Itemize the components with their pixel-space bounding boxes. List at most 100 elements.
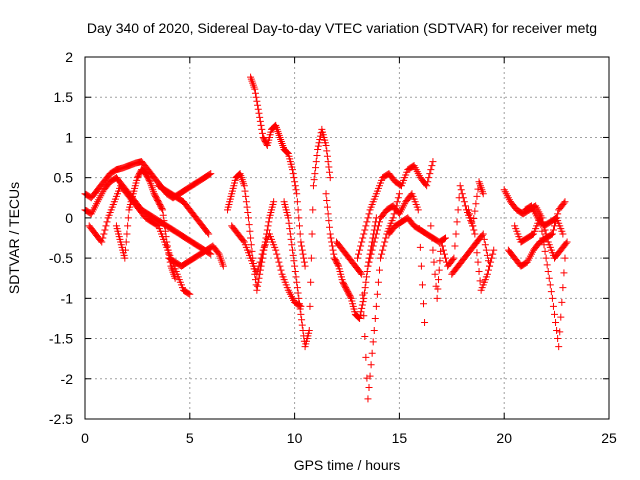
data-point-marker — [366, 254, 374, 262]
y-tick-label: 0 — [65, 210, 73, 226]
data-point-marker — [284, 214, 292, 222]
data-point-marker — [310, 176, 318, 184]
data-point-marker — [382, 234, 390, 242]
data-point-marker — [379, 246, 387, 254]
x-tick-label: 5 — [186, 430, 194, 446]
data-point-marker — [372, 230, 380, 238]
data-point-marker — [374, 278, 382, 286]
data-point-marker — [306, 302, 314, 310]
data-point-marker — [276, 262, 284, 270]
data-point-marker — [241, 187, 249, 195]
data-point-marker — [428, 234, 436, 242]
data-point-marker — [358, 301, 366, 309]
series-track-10 — [280, 125, 334, 351]
data-point-marker — [561, 198, 569, 206]
data-point-marker — [560, 269, 568, 277]
data-point-marker — [484, 266, 492, 274]
data-point-marker — [162, 233, 170, 241]
data-point-marker — [219, 262, 227, 270]
data-point-marker — [548, 294, 556, 302]
data-point-marker — [362, 278, 370, 286]
data-point-marker — [358, 238, 366, 246]
data-point-marker — [549, 302, 557, 310]
data-point-marker — [242, 198, 250, 206]
data-point-marker — [361, 333, 369, 341]
data-point-marker — [421, 318, 429, 326]
data-point-marker — [296, 230, 304, 238]
data-point-marker — [559, 230, 567, 238]
data-point-marker — [362, 222, 370, 230]
data-point-marker — [433, 294, 441, 302]
series-track-13 — [353, 158, 437, 262]
data-point-marker — [300, 258, 308, 266]
data-point-marker — [312, 164, 320, 172]
data-point-marker — [273, 250, 281, 258]
data-point-marker — [258, 125, 266, 133]
data-point-marker — [557, 313, 565, 321]
data-point-marker — [559, 284, 567, 292]
data-point-marker — [263, 226, 271, 234]
data-point-marker — [299, 250, 307, 258]
data-point-marker — [545, 274, 553, 282]
data-point-marker — [357, 242, 365, 250]
data-point-marker — [159, 211, 167, 219]
data-point-marker — [363, 218, 371, 226]
data-point-marker — [270, 198, 278, 206]
data-point-marker — [442, 234, 450, 242]
data-point-marker — [365, 210, 373, 218]
data-point-marker — [358, 270, 366, 278]
data-point-marker — [544, 268, 552, 276]
data-point-marker — [295, 214, 303, 222]
data-point-marker — [554, 210, 562, 218]
data-point-marker — [360, 312, 368, 320]
data-point-marker — [254, 266, 262, 274]
data-point-marker — [356, 314, 364, 322]
data-point-marker — [101, 226, 109, 234]
data-point-marker — [458, 190, 466, 198]
data-point-marker — [244, 214, 252, 222]
chart-title: Day 340 of 2020, Sidereal Day-to-day VTE… — [87, 20, 597, 36]
data-point-marker — [186, 290, 194, 298]
data-point-marker — [307, 254, 315, 262]
data-point-marker — [256, 113, 264, 121]
data-point-marker — [472, 200, 480, 208]
data-point-marker — [368, 246, 376, 254]
data-point-marker — [488, 254, 496, 262]
data-point-marker — [102, 222, 110, 230]
data-point-marker — [482, 246, 490, 254]
series-track-21 — [511, 214, 569, 351]
data-point-marker — [326, 168, 334, 176]
data-point-marker — [420, 300, 428, 308]
data-point-marker — [367, 250, 375, 258]
data-point-marker — [254, 278, 262, 286]
data-point-marker — [543, 261, 551, 269]
data-point-marker — [457, 186, 465, 194]
data-point-marker — [263, 140, 271, 148]
series-track-15 — [385, 214, 450, 246]
data-point-marker — [99, 234, 107, 242]
data-point-marker — [562, 239, 570, 247]
data-point-marker — [389, 214, 397, 222]
data-point-marker — [552, 318, 560, 326]
data-point-marker — [370, 238, 378, 246]
data-points — [81, 73, 571, 403]
data-point-marker — [252, 93, 260, 101]
data-point-marker — [290, 174, 298, 182]
data-point-marker — [277, 266, 285, 274]
data-point-marker — [305, 327, 313, 335]
series-track-8 — [228, 222, 305, 310]
data-point-marker — [264, 222, 272, 230]
data-point-marker — [255, 109, 263, 117]
data-point-marker — [453, 218, 461, 226]
data-point-marker — [478, 231, 486, 239]
data-point-marker — [323, 152, 331, 160]
series-track-14 — [364, 190, 429, 326]
data-point-marker — [103, 218, 111, 226]
data-point-marker — [163, 242, 171, 250]
data-point-marker — [298, 316, 306, 324]
y-tick-label: 0.5 — [54, 170, 74, 186]
data-point-marker — [479, 230, 487, 238]
data-point-marker — [307, 278, 315, 286]
data-point-marker — [454, 206, 462, 214]
data-point-marker — [439, 246, 447, 254]
